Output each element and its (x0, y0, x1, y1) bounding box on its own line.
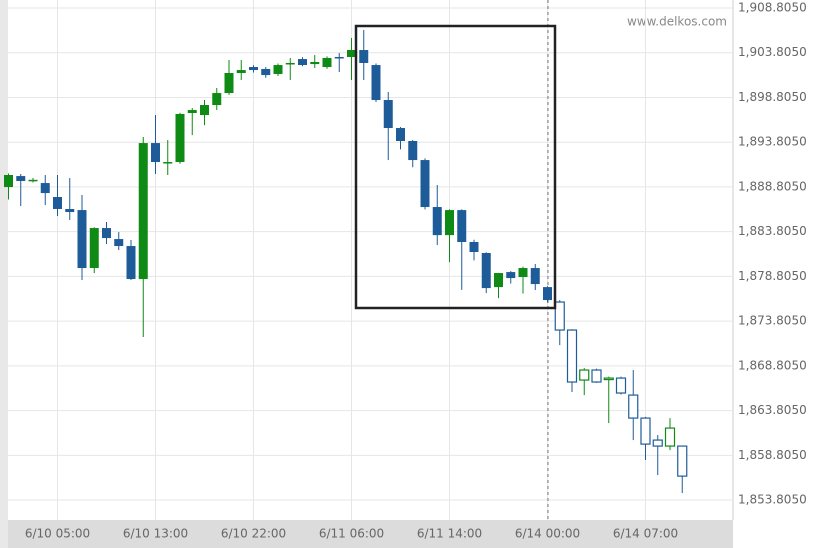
x-tick-label: 6/10 22:00 (221, 527, 286, 541)
candle-body (273, 65, 283, 74)
y-tick-label: 1,863.8050 (738, 403, 807, 417)
left-strip (0, 0, 8, 548)
y-tick-label: 1,858.8050 (738, 448, 807, 462)
candle-body (579, 369, 590, 381)
candle-body (163, 162, 173, 164)
candle-body (408, 140, 418, 161)
candle-body (615, 377, 627, 394)
candle-body (77, 210, 87, 269)
candle-body (432, 207, 442, 236)
candle-body (151, 143, 160, 163)
candle-body (469, 242, 479, 253)
candle-body (322, 57, 332, 68)
candle-body (138, 143, 148, 280)
x-tick-label: 6/11 06:00 (319, 527, 384, 541)
candle-body (347, 50, 356, 57)
candle-body (420, 160, 430, 208)
candle-body (249, 67, 258, 71)
y-tick-label: 1,868.8050 (738, 358, 807, 372)
candle-body (591, 369, 602, 383)
candle-body (628, 394, 639, 419)
candle-body (396, 128, 405, 141)
candle-body (212, 93, 222, 106)
y-tick-label: 1,873.8050 (738, 314, 807, 328)
y-tick-label: 1,853.8050 (738, 493, 807, 507)
candle-body (310, 61, 320, 65)
candle-body (506, 272, 516, 279)
y-tick-label: 1,898.8050 (738, 90, 807, 104)
candle-body (383, 100, 393, 129)
candle-body (359, 50, 369, 63)
x-tick-label: 6/10 05:00 (25, 527, 90, 541)
candle-body (285, 62, 295, 65)
candle-body (53, 197, 62, 209)
pattern-box (354, 24, 557, 310)
candle-body (4, 174, 13, 188)
x-axis-strip (8, 520, 733, 548)
candle-body (640, 417, 651, 445)
candle-body (457, 210, 467, 243)
candle-body (16, 176, 26, 181)
candle-body (102, 228, 111, 239)
x-tick-label: 6/14 00:00 (515, 527, 580, 541)
y-tick-label: 1,893.8050 (738, 135, 807, 149)
candle-body (664, 427, 676, 447)
candle-body (334, 56, 344, 59)
candle-body (371, 65, 381, 101)
x-tick-label: 6/14 07:00 (613, 527, 678, 541)
candle-body (494, 273, 503, 288)
candle-body (126, 246, 136, 280)
candle-body (175, 113, 185, 163)
candle-body (65, 208, 75, 213)
candle-body (603, 377, 614, 381)
y-tick-label: 1,888.8050 (738, 179, 807, 193)
candle-body (652, 439, 663, 447)
candle-body (187, 110, 197, 113)
candle-body (298, 59, 307, 66)
candle-body (530, 268, 540, 285)
x-tick-label: 6/10 13:00 (123, 527, 188, 541)
y-tick-label: 1,878.8050 (738, 269, 807, 283)
candle-body (261, 68, 271, 76)
candle-body (445, 210, 454, 236)
candle-body (200, 105, 209, 116)
candle-body (28, 179, 38, 182)
candle-body (89, 228, 99, 269)
y-tick-label: 1,908.8050 (738, 1, 807, 15)
candle-body (566, 329, 578, 383)
candle-body (518, 268, 528, 277)
candle-body (40, 183, 50, 194)
candle-body (677, 445, 688, 477)
candle-body (554, 301, 565, 331)
y-tick-label: 1,883.8050 (738, 224, 807, 238)
y-tick-label: 1,903.8050 (738, 45, 807, 59)
candle-body (114, 239, 124, 247)
x-tick-label: 6/11 14:00 (417, 527, 482, 541)
candle-body (543, 287, 552, 301)
candle-body (481, 253, 491, 289)
candle-body (236, 70, 246, 74)
watermark: www.delkos.com (627, 15, 727, 29)
candle-body (224, 73, 234, 94)
